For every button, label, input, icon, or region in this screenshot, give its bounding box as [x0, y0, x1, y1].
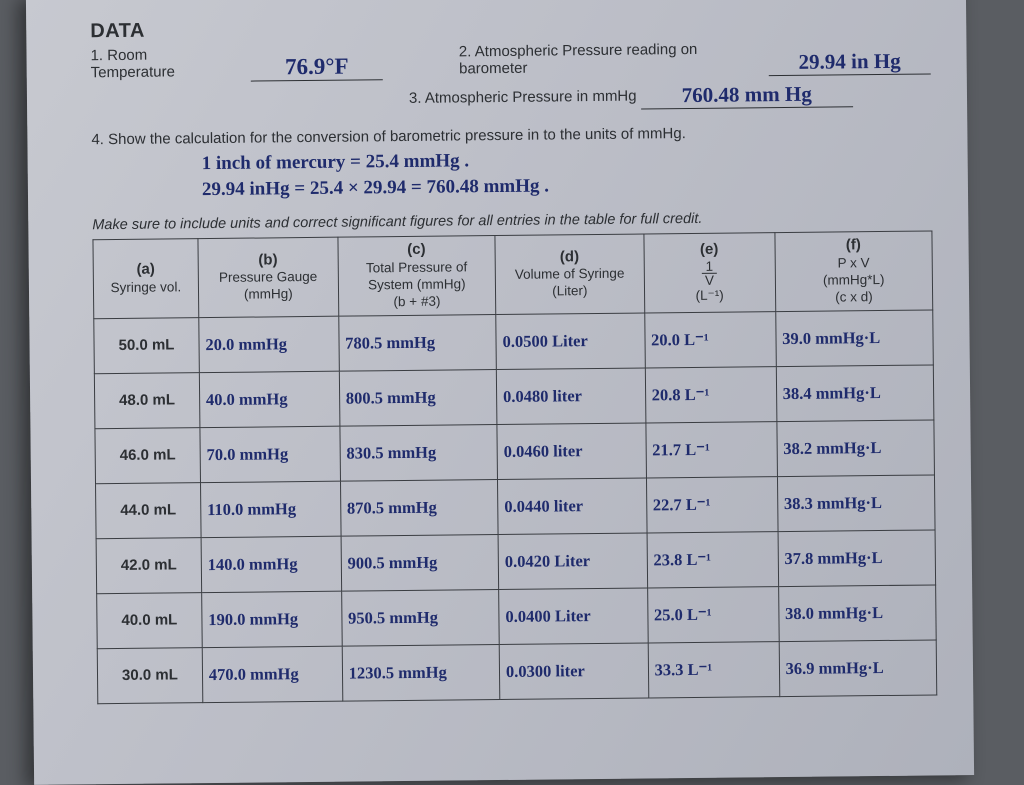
- cell-pressure-gauge: 190.0 mmHg: [202, 591, 342, 647]
- cell-inverse-v: 20.0 L⁻¹: [644, 311, 776, 367]
- section-header: DATA: [90, 11, 930, 43]
- cell-syringe-vol: 30.0 mL: [97, 647, 202, 703]
- col-a-header: (a) Syringe vol.: [93, 239, 199, 318]
- cell-pv: 38.3 mmHg·L: [777, 475, 935, 532]
- table-row: 30.0 mL470.0 mmHg1230.5 mmHg0.0300 liter…: [97, 640, 937, 704]
- table-instruction: Make sure to include units and correct s…: [92, 209, 932, 234]
- cell-volume: 0.0480 liter: [496, 368, 645, 425]
- q3-label: 3. Atmospheric Pressure in mmHg: [409, 88, 637, 107]
- cell-syringe-vol: 42.0 mL: [96, 537, 201, 593]
- col-c-header: (c) Total Pressure of System (mmHg) (b +…: [338, 236, 496, 316]
- cell-volume: 0.0440 liter: [497, 478, 646, 535]
- worksheet-page: DATA 1. Room Temperature 76.9°F 2. Atmos…: [26, 0, 974, 785]
- cell-syringe-vol: 48.0 mL: [94, 372, 199, 428]
- cell-total-pressure: 950.5 mmHg: [341, 589, 499, 646]
- cell-syringe-vol: 44.0 mL: [96, 482, 201, 538]
- cell-pv: 38.4 mmHg·L: [776, 365, 934, 422]
- table-header-row: (a) Syringe vol. (b) Pressure Gauge (mmH…: [93, 231, 933, 318]
- cell-inverse-v: 25.0 L⁻¹: [647, 586, 779, 642]
- table-row: 46.0 mL70.0 mmHg830.5 mmHg0.0460 liter21…: [95, 420, 935, 484]
- line-2: 3. Atmospheric Pressure in mmHg 760.48 m…: [409, 78, 931, 109]
- cell-pv: 37.8 mmHg·L: [778, 530, 936, 587]
- q2-answer: 29.94 in Hg: [769, 48, 931, 76]
- cell-syringe-vol: 40.0 mL: [97, 592, 202, 648]
- cell-pressure-gauge: 40.0 mmHg: [199, 371, 339, 427]
- cell-total-pressure: 1230.5 mmHg: [342, 644, 500, 701]
- cell-total-pressure: 800.5 mmHg: [339, 369, 497, 426]
- cell-pressure-gauge: 470.0 mmHg: [202, 646, 342, 702]
- cell-pv: 38.2 mmHg·L: [777, 420, 935, 477]
- q1-label: 1. Room Temperature: [90, 46, 221, 81]
- q1-answer: 76.9°F: [251, 53, 383, 81]
- table-row: 50.0 mL20.0 mmHg780.5 mmHg0.0500 Liter20…: [94, 310, 934, 374]
- table-row: 44.0 mL110.0 mmHg870.5 mmHg0.0440 liter2…: [96, 475, 936, 539]
- q4-calculation: 1 inch of mercury = 25.4 mmHg . 29.94 in…: [202, 143, 932, 202]
- cell-volume: 0.0500 Liter: [496, 313, 645, 370]
- cell-inverse-v: 22.7 L⁻¹: [646, 476, 778, 532]
- cell-pressure-gauge: 110.0 mmHg: [200, 481, 340, 537]
- line-1: 1. Room Temperature 76.9°F 2. Atmospheri…: [90, 38, 930, 81]
- table-row: 48.0 mL40.0 mmHg800.5 mmHg0.0480 liter20…: [94, 365, 934, 429]
- cell-inverse-v: 33.3 L⁻¹: [648, 641, 780, 697]
- cell-inverse-v: 21.7 L⁻¹: [645, 421, 777, 477]
- table-row: 40.0 mL190.0 mmHg950.5 mmHg0.0400 Liter2…: [97, 585, 937, 649]
- table-row: 42.0 mL140.0 mmHg900.5 mmHg0.0420 Liter2…: [96, 530, 936, 594]
- col-f-header: (f) P x V (mmHg*L) (c x d): [775, 231, 933, 311]
- cell-total-pressure: 780.5 mmHg: [338, 314, 496, 371]
- cell-total-pressure: 870.5 mmHg: [340, 479, 498, 536]
- col-e-header: (e) 1V (L⁻¹): [643, 233, 775, 313]
- cell-pv: 36.9 mmHg·L: [779, 640, 937, 697]
- cell-inverse-v: 20.8 L⁻¹: [645, 366, 777, 422]
- cell-volume: 0.0300 liter: [499, 643, 648, 700]
- cell-inverse-v: 23.8 L⁻¹: [647, 531, 779, 587]
- cell-pressure-gauge: 20.0 mmHg: [199, 316, 339, 372]
- cell-pv: 38.0 mmHg·L: [778, 585, 936, 642]
- cell-syringe-vol: 50.0 mL: [94, 317, 199, 373]
- cell-pressure-gauge: 140.0 mmHg: [201, 536, 341, 592]
- col-d-header: (d) Volume of Syringe (Liter): [495, 234, 644, 314]
- cell-volume: 0.0420 Liter: [498, 533, 647, 590]
- cell-total-pressure: 830.5 mmHg: [340, 424, 498, 481]
- col-b-header: (b) Pressure Gauge (mmHg): [198, 237, 339, 317]
- cell-total-pressure: 900.5 mmHg: [341, 534, 499, 591]
- cell-pressure-gauge: 70.0 mmHg: [200, 426, 340, 482]
- cell-syringe-vol: 46.0 mL: [95, 427, 200, 483]
- cell-volume: 0.0460 liter: [497, 423, 646, 480]
- data-table: (a) Syringe vol. (b) Pressure Gauge (mmH…: [92, 231, 937, 704]
- cell-volume: 0.0400 Liter: [499, 588, 648, 645]
- q3-answer: 760.48 mm Hg: [641, 81, 853, 109]
- cell-pv: 39.0 mmHg·L: [775, 310, 933, 367]
- q2-label: 2. Atmospheric Pressure reading on barom…: [459, 40, 739, 77]
